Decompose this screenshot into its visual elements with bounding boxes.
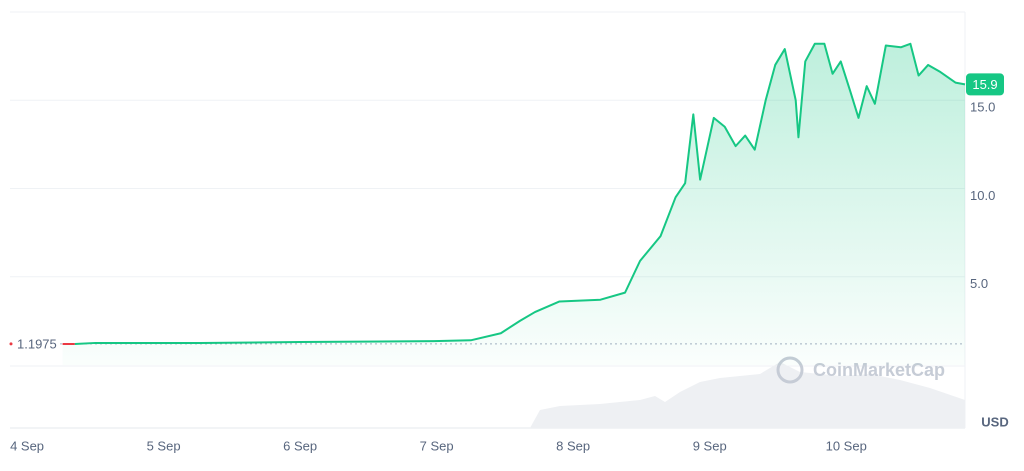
y-tick-label: 15.0 bbox=[970, 100, 995, 115]
price-area bbox=[62, 43, 965, 366]
current-price-tag bbox=[966, 73, 1004, 96]
x-tick-label: 7 Sep bbox=[420, 438, 454, 453]
price-line bbox=[74, 42, 966, 345]
baseline-dot bbox=[9, 342, 13, 346]
x-tick-label: 4 Sep bbox=[10, 438, 44, 453]
y-tick-label: 5.0 bbox=[970, 276, 988, 291]
x-tick-label: 9 Sep bbox=[693, 438, 727, 453]
currency-label: USD bbox=[981, 414, 1008, 429]
x-tick-label: 8 Sep bbox=[556, 438, 590, 453]
x-tick-label: 5 Sep bbox=[147, 438, 181, 453]
x-tick-label: 6 Sep bbox=[283, 438, 317, 453]
x-tick-label: 10 Sep bbox=[826, 438, 867, 453]
volume-area bbox=[530, 362, 965, 428]
baseline-label: 1.1975 bbox=[17, 336, 57, 351]
current-price-label: 15.9 bbox=[972, 77, 997, 92]
y-tick-label: 10.0 bbox=[970, 188, 995, 203]
